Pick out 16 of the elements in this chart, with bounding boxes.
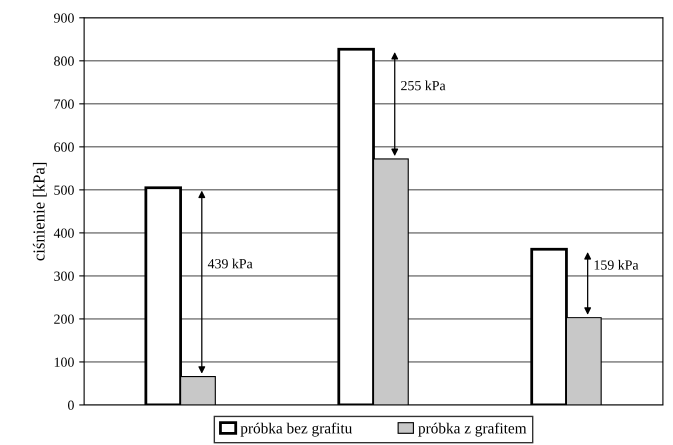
y-tick-label: 700 bbox=[54, 99, 74, 109]
y-tick-label: 0 bbox=[68, 400, 74, 410]
y-axis-title: ciśnienie [kPa] bbox=[32, 162, 47, 260]
annotation: 159 kPa bbox=[594, 260, 638, 270]
y-tick-label: 600 bbox=[54, 142, 74, 152]
y-tick-label: 800 bbox=[54, 56, 74, 66]
y-tick-label: 300 bbox=[54, 271, 74, 281]
y-tick-label: 200 bbox=[54, 314, 74, 324]
legend-label: próbka bez grafitu bbox=[240, 422, 352, 437]
annotation: 255 kPa bbox=[401, 80, 446, 90]
annotation: 439 kPa bbox=[208, 258, 253, 268]
y-tick-label: 400 bbox=[54, 228, 74, 238]
y-tick-label: 900 bbox=[54, 13, 74, 23]
y-tick-label: 100 bbox=[54, 358, 74, 367]
legend-label: próbka z grafitem bbox=[418, 422, 526, 437]
y-tick-label: 500 bbox=[54, 185, 74, 195]
